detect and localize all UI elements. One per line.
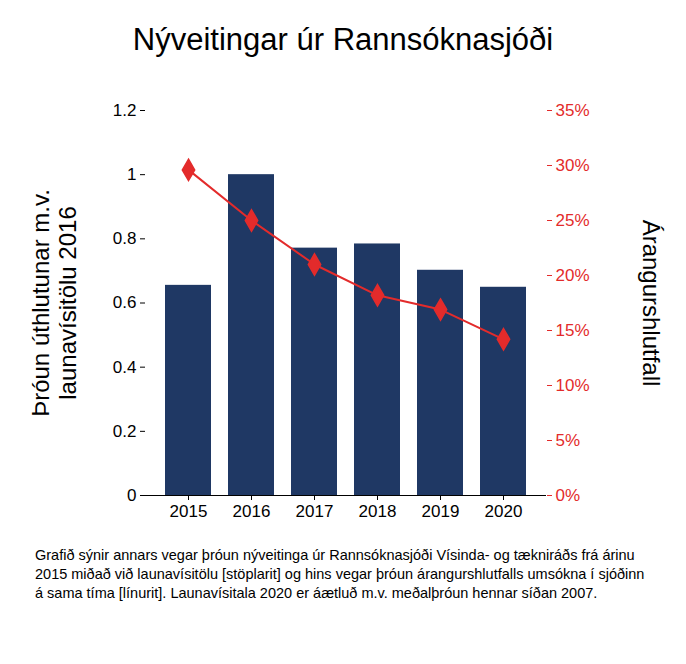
svg-text:0.4: 0.4 — [113, 358, 137, 377]
html-text:Nýveitingar úr Rannsóknasjóði: Nýveitingar úr Rannsóknasjóði — [132, 22, 554, 57]
svg-text:0.6: 0.6 — [113, 293, 137, 312]
svg-text:Þróun úthlutunar m.v.launavísi: Þróun úthlutunar m.v.launavísitölu 2016 — [27, 189, 82, 417]
svg-text:0%: 0% — [556, 486, 581, 505]
svg-text:35%: 35% — [556, 101, 590, 120]
svg-text:25%: 25% — [556, 211, 590, 230]
svg-text:Árangurshlutfall: Árangurshlutfall — [638, 220, 665, 387]
svg-text:2019: 2019 — [422, 502, 460, 521]
svg-text:0.2: 0.2 — [113, 422, 137, 441]
svg-text:2016: 2016 — [233, 502, 271, 521]
svg-text:0.8: 0.8 — [113, 229, 137, 248]
svg-text:10%: 10% — [556, 376, 590, 395]
svg-text:2018: 2018 — [359, 502, 397, 521]
svg-text:1: 1 — [127, 165, 136, 184]
svg-text:15%: 15% — [556, 321, 590, 340]
svg-text:20%: 20% — [556, 266, 590, 285]
svg-text:2020: 2020 — [485, 502, 523, 521]
html-text:Grafið sýnir annars vegar þróu: Grafið sýnir annars vegar þróun nýveitin… — [35, 547, 645, 601]
svg-text:0: 0 — [127, 486, 136, 505]
svg-text:2017: 2017 — [296, 502, 334, 521]
svg-text:2015: 2015 — [170, 502, 208, 521]
svg-text:1.2: 1.2 — [113, 101, 137, 120]
svg-text:5%: 5% — [556, 431, 581, 450]
svg-text:30%: 30% — [556, 156, 590, 175]
